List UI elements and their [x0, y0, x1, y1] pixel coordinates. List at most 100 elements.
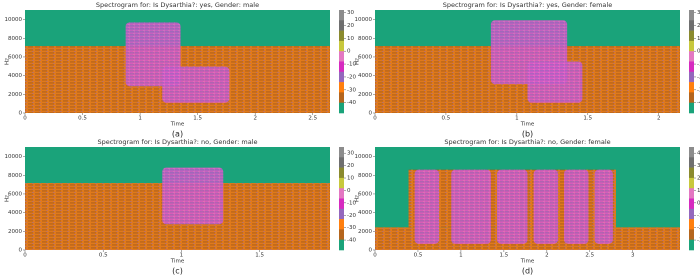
colorbar-tick-label: -30 [347, 87, 356, 93]
colorbar-segment [689, 20, 694, 31]
colorbar-segment [339, 239, 344, 251]
caption: (b) [522, 130, 533, 139]
caption: (d) [522, 267, 533, 275]
x-tick-label: 0 [23, 253, 27, 259]
colorbar-tick-label: 20 [347, 23, 354, 29]
spectrogram-blob [497, 169, 528, 244]
y-tick-label: 4000 [8, 73, 22, 79]
y-tick-label: 10000 [5, 154, 23, 160]
x-tick-label: 1 [138, 116, 142, 122]
y-tick-label: 10000 [355, 154, 373, 160]
x-tick-label: 0 [373, 116, 377, 122]
colorbar-segment [339, 147, 344, 158]
x-tick-label: 0.5 [442, 116, 451, 122]
colorbar-tick-label: 30 [347, 10, 354, 16]
colorbar-tick-label: -20 [697, 225, 700, 231]
colorbar-segment [339, 51, 344, 62]
x-tick-label: 1 [459, 253, 463, 259]
colorbar-tick-label: 40 [697, 151, 700, 157]
colorbar-tick-label: 10 [347, 176, 354, 182]
x-tick-label: 1.5 [255, 253, 264, 259]
y-tick-label: 8000 [8, 36, 22, 42]
colorbar-segment [339, 157, 344, 168]
y-tick-label: 0 [369, 248, 373, 254]
colorbar-tick-label: 30 [347, 151, 354, 157]
colorbar-tick-label: 30 [697, 10, 700, 16]
y-axis-label: Hz [5, 58, 11, 65]
y-tick-label: 8000 [358, 36, 372, 42]
y-tick-label: 10000 [355, 17, 373, 23]
colorbar-tick-label: -30 [697, 87, 700, 93]
colorbar-segment [339, 219, 344, 230]
x-tick-label: 1.5 [193, 116, 202, 122]
colorbar-segment [689, 10, 694, 21]
y-axis-label: Hz [355, 195, 361, 202]
x-tick-label: 2 [545, 253, 549, 259]
colorbar-tick-label: 0 [697, 49, 700, 55]
colorbar-segment [339, 10, 344, 21]
spectrogram-blob [414, 169, 440, 244]
spectrogram-blob [527, 61, 583, 103]
x-tick-label: 2 [657, 116, 661, 122]
colorbar-tick-label: -20 [347, 74, 356, 80]
subplot: 0 0.5 1 1.5 20200040006000800010000TimeHzSpe… [355, 1, 700, 139]
y-tick-label: 4000 [358, 210, 372, 216]
y-tick-label: 8000 [8, 173, 22, 179]
colorbar-segment [689, 71, 694, 83]
x-axis-label: Time [170, 259, 185, 265]
subplot: 0 0.5 1 1.5 0 2000 4000 6000 8000 10000 Time Hz Spec… [5, 138, 357, 275]
y-axis-label: Hz [5, 195, 11, 202]
colorbar-segment [339, 61, 344, 73]
colorbar-tick-label: 10 [347, 36, 354, 42]
caption: (c) [172, 267, 183, 275]
colorbar-tick-label: 20 [347, 163, 354, 169]
y-tick-label: 4000 [358, 73, 372, 79]
colorbar-segment [689, 82, 694, 93]
spectrogram-blob [162, 66, 230, 103]
colorbar-segment [689, 198, 694, 210]
spectrogram-blob [533, 169, 558, 244]
x-tick-label: 2 [253, 116, 257, 122]
colorbar-segment [689, 229, 694, 240]
y-tick-label: 6000 [358, 191, 372, 197]
colorbar-tick-label: -10 [697, 213, 700, 219]
colorbar-tick-label: 20 [697, 176, 700, 182]
x-tick-label: 1 [515, 116, 519, 122]
y-tick-label: 6000 [8, 54, 22, 60]
colorbar-tick-label: -40 [347, 100, 356, 106]
y-tick-label: 10000 [5, 17, 23, 23]
y-tick-label: 0 [369, 111, 373, 117]
colorbar-segment [689, 92, 694, 103]
colorbar-tick-label: -10 [697, 62, 700, 68]
colorbar-segment [689, 167, 694, 179]
spectrogram-blob [451, 169, 491, 244]
subplot: 0 0.5 1 1.5 2 2.5 30200040006000800010000TimeH… [355, 138, 700, 275]
colorbar-tick-label: -40 [347, 238, 356, 244]
colorbar-segment [689, 239, 694, 251]
y-tick-label: 4000 [8, 210, 22, 216]
y-tick-label: 6000 [8, 191, 22, 197]
x-tick-label: 0.5 [78, 116, 87, 122]
x-tick-label: 0.5 [414, 253, 423, 259]
y-axis-label: Hz [355, 58, 361, 65]
colorbar-tick-label: -40 [697, 100, 700, 106]
chart-title: Spectrogram for: Is Dysarthia?: no, Gend… [97, 138, 257, 146]
colorbar-segment [689, 40, 694, 52]
y-tick-label: 2000 [8, 92, 22, 98]
colorbar-segment [689, 30, 694, 42]
colorbar-segment [339, 177, 344, 189]
x-tick-label: 0 [373, 253, 377, 259]
x-tick-label: 0.5 [99, 253, 108, 259]
y-tick-label: 2000 [8, 229, 22, 235]
colorbar-segment [689, 219, 694, 230]
y-tick-label: 2000 [358, 229, 372, 235]
y-tick-label: 0 [19, 248, 23, 254]
colorbar-segment [689, 177, 694, 189]
x-tick-label: 0 [23, 116, 27, 122]
colorbar-tick-label: 0 [697, 200, 700, 206]
colorbar-segment [339, 82, 344, 93]
chart-title: Spectrogram for: Is Dysarthia?: yes, Gen… [443, 1, 612, 9]
colorbar-segment [339, 198, 344, 210]
